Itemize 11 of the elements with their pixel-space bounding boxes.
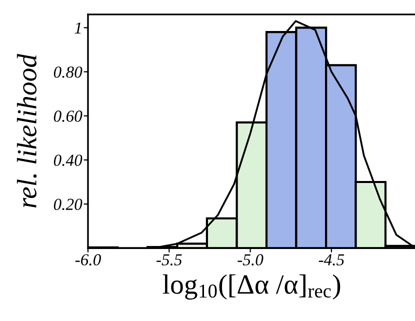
x-tick-label: -5.5 [156, 254, 182, 266]
y-tick-label: 0.80 [54, 66, 82, 78]
y-axis-title: rel. likelihood [16, 54, 37, 208]
y-tick-label: 0.60 [54, 110, 82, 122]
x-tick-label: -6.0 [75, 254, 101, 266]
x-tick-label: -5.0 [238, 254, 264, 266]
x-tick-label: -4.5 [318, 254, 344, 266]
y-tick-label: 0.20 [54, 198, 82, 210]
y-tick-label: 0.40 [54, 154, 82, 166]
y-tick-label: 1 [74, 22, 81, 34]
x-axis-title: log$_{10}$([Δα /α]$_{rec}$) [162, 274, 340, 300]
